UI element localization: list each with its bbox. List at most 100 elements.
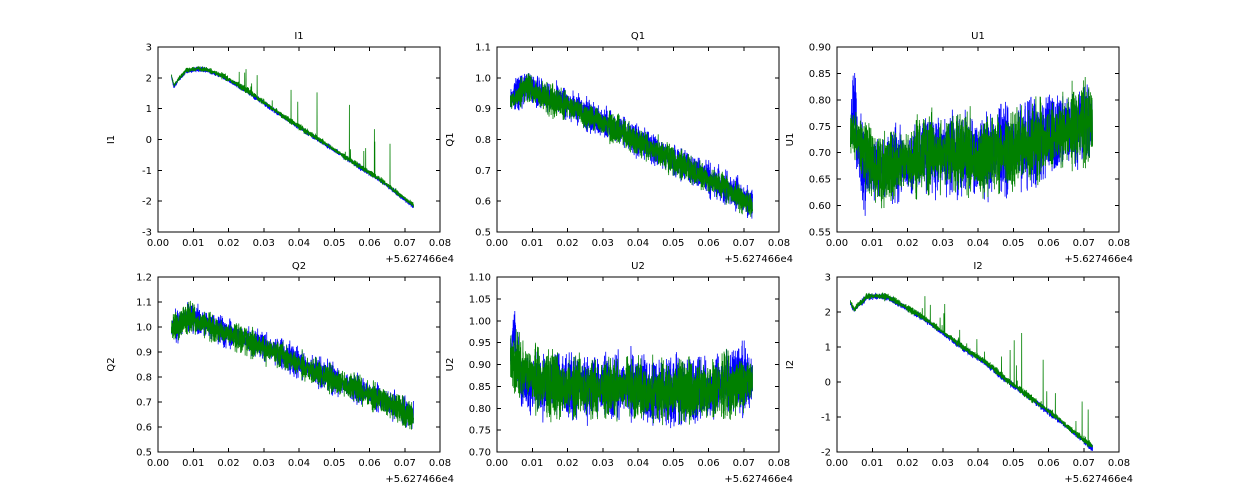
data-layer [509, 73, 753, 219]
x-tick-label: 0.04 [288, 238, 310, 249]
y-tick-label: 1.1 [475, 43, 491, 54]
data-layer [170, 65, 414, 208]
series-line-green [509, 329, 753, 426]
y-tick-label: 1.0 [136, 323, 152, 334]
x-tick-label: 0.06 [697, 458, 719, 469]
y-tick-label: 0.70 [469, 448, 491, 459]
x-tick-label: 0.02 [217, 458, 239, 469]
data-layer [849, 72, 1093, 216]
x-tick-label: 0.04 [288, 458, 310, 469]
x-tick-label: 0.02 [217, 238, 239, 249]
plot-frame [496, 46, 780, 233]
x-tick-label: 0.01 [861, 238, 883, 249]
y-tick-label: 0.85 [469, 382, 491, 393]
plot-frame [157, 46, 441, 233]
x-tick-label: 0.03 [932, 238, 954, 249]
x-tick-label: 0.04 [627, 238, 649, 249]
subplot-title-i1: I1 [294, 31, 303, 42]
plot-frame [496, 276, 780, 453]
y-tick-label: 0.65 [809, 175, 831, 186]
x-tick-label: 0.02 [556, 238, 578, 249]
subplot-q2: Q2 Q2 0.00 0.01 0.02 0.03 0.04 0.05 0.06 0.07 0.08… [98, 251, 462, 496]
y-tick-label: 1.10 [469, 273, 491, 284]
y-tick-label: 0 [146, 135, 152, 146]
y-tick-label: 0.55 [809, 228, 831, 239]
y-tick-label: -3 [142, 228, 152, 239]
y-tick-label: 0.90 [809, 43, 831, 54]
x-tick-label: 0.03 [253, 458, 275, 469]
data-layer [509, 310, 753, 429]
y-tick-label: 0.8 [136, 373, 152, 384]
x-tick-label: 0.08 [1108, 238, 1130, 249]
x-tick-label: 0.06 [358, 458, 380, 469]
y-axis-label-q1: Q1 [445, 132, 456, 146]
x-tick-label: 0.05 [1002, 238, 1024, 249]
y-tick-label: 2 [825, 308, 831, 319]
x-tick-label: 0.07 [1073, 238, 1095, 249]
x-tick-label: 0.01 [182, 458, 204, 469]
y-axis-label-u1: U1 [785, 133, 796, 147]
y-tick-label: -1 [142, 166, 152, 177]
x-tick-label: 0.04 [627, 458, 649, 469]
data-layer [849, 292, 1093, 451]
x-tick-label: 0.03 [592, 458, 614, 469]
y-tick-label: 0.95 [469, 338, 491, 349]
series-line-green [849, 76, 1093, 209]
y-tick-label: -2 [142, 197, 152, 208]
x-tick-label: 0.00 [147, 238, 169, 249]
x-tick-label: 0.02 [556, 458, 578, 469]
subplot-title-q1: Q1 [631, 31, 645, 42]
y-tick-label: 0.9 [136, 348, 152, 359]
y-tick-label: 0.7 [136, 398, 152, 409]
y-tick-label: 0.80 [469, 404, 491, 415]
y-tick-label: 3 [825, 273, 831, 284]
y-tick-label: 0.80 [809, 95, 831, 106]
subplot-i1: I1 I1 0.00 0.01 0.02 0.03 0.04 0.05 0.06 0.07 0.08… [98, 21, 462, 276]
y-tick-label: 0.9 [475, 104, 491, 115]
series-line-green [849, 292, 1093, 448]
x-tick-label: 0.03 [932, 458, 954, 469]
y-axis-label-i1: I1 [106, 135, 117, 144]
x-tick-label: 0.03 [592, 238, 614, 249]
subplot-u2: U2 U2 0.00 0.01 0.02 0.03 0.04 0.05 0.06 0.07 0.08… [437, 251, 801, 496]
x-tick-label: 0.05 [1002, 458, 1024, 469]
subplot-title-u2: U2 [631, 261, 645, 272]
subplot-title-i2: I2 [973, 261, 982, 272]
x-tick-label: 0.06 [358, 238, 380, 249]
series-line-green [170, 65, 414, 208]
subplot-i2: I2 I2 0.00 0.01 0.02 0.03 0.04 0.05 0.06 0.07 0.08… [777, 251, 1141, 496]
x-axis-offset-text: +5.627466e4 [724, 474, 793, 485]
y-tick-label: 0.90 [469, 360, 491, 371]
y-tick-label: 0.6 [475, 197, 491, 208]
y-tick-label: 3 [146, 43, 152, 54]
x-tick-label: 0.08 [429, 238, 451, 249]
x-tick-label: 0.08 [768, 458, 790, 469]
x-axis-offset-text: +5.627466e4 [724, 254, 793, 265]
series-line-green [509, 73, 753, 217]
x-axis-offset-text: +5.627466e4 [385, 254, 454, 265]
x-tick-label: 0.05 [662, 458, 684, 469]
y-tick-label: 1.0 [475, 73, 491, 84]
x-tick-label: 0.05 [323, 458, 345, 469]
x-tick-label: 0.07 [733, 238, 755, 249]
y-tick-label: 0.5 [475, 228, 491, 239]
x-tick-label: 0.00 [486, 458, 508, 469]
y-tick-label: 1.1 [136, 298, 152, 309]
y-tick-label: 1.00 [469, 316, 491, 327]
subplot-title-u1: U1 [971, 31, 985, 42]
y-axis-label-q2: Q2 [106, 357, 117, 371]
x-tick-label: 0.00 [826, 238, 848, 249]
plot-background [158, 47, 440, 232]
x-tick-label: 0.01 [521, 458, 543, 469]
y-tick-label: 0.5 [136, 448, 152, 459]
y-tick-label: 0.85 [809, 69, 831, 80]
x-tick-label: 0.01 [861, 458, 883, 469]
y-tick-label: 0.75 [809, 122, 831, 133]
x-tick-label: 0.04 [967, 238, 989, 249]
x-tick-label: 0.08 [768, 238, 790, 249]
y-tick-label: 1 [825, 343, 831, 354]
x-axis-offset-text: +5.627466e4 [1064, 254, 1133, 265]
x-tick-label: 0.06 [1037, 458, 1059, 469]
x-tick-label: 0.04 [967, 458, 989, 469]
